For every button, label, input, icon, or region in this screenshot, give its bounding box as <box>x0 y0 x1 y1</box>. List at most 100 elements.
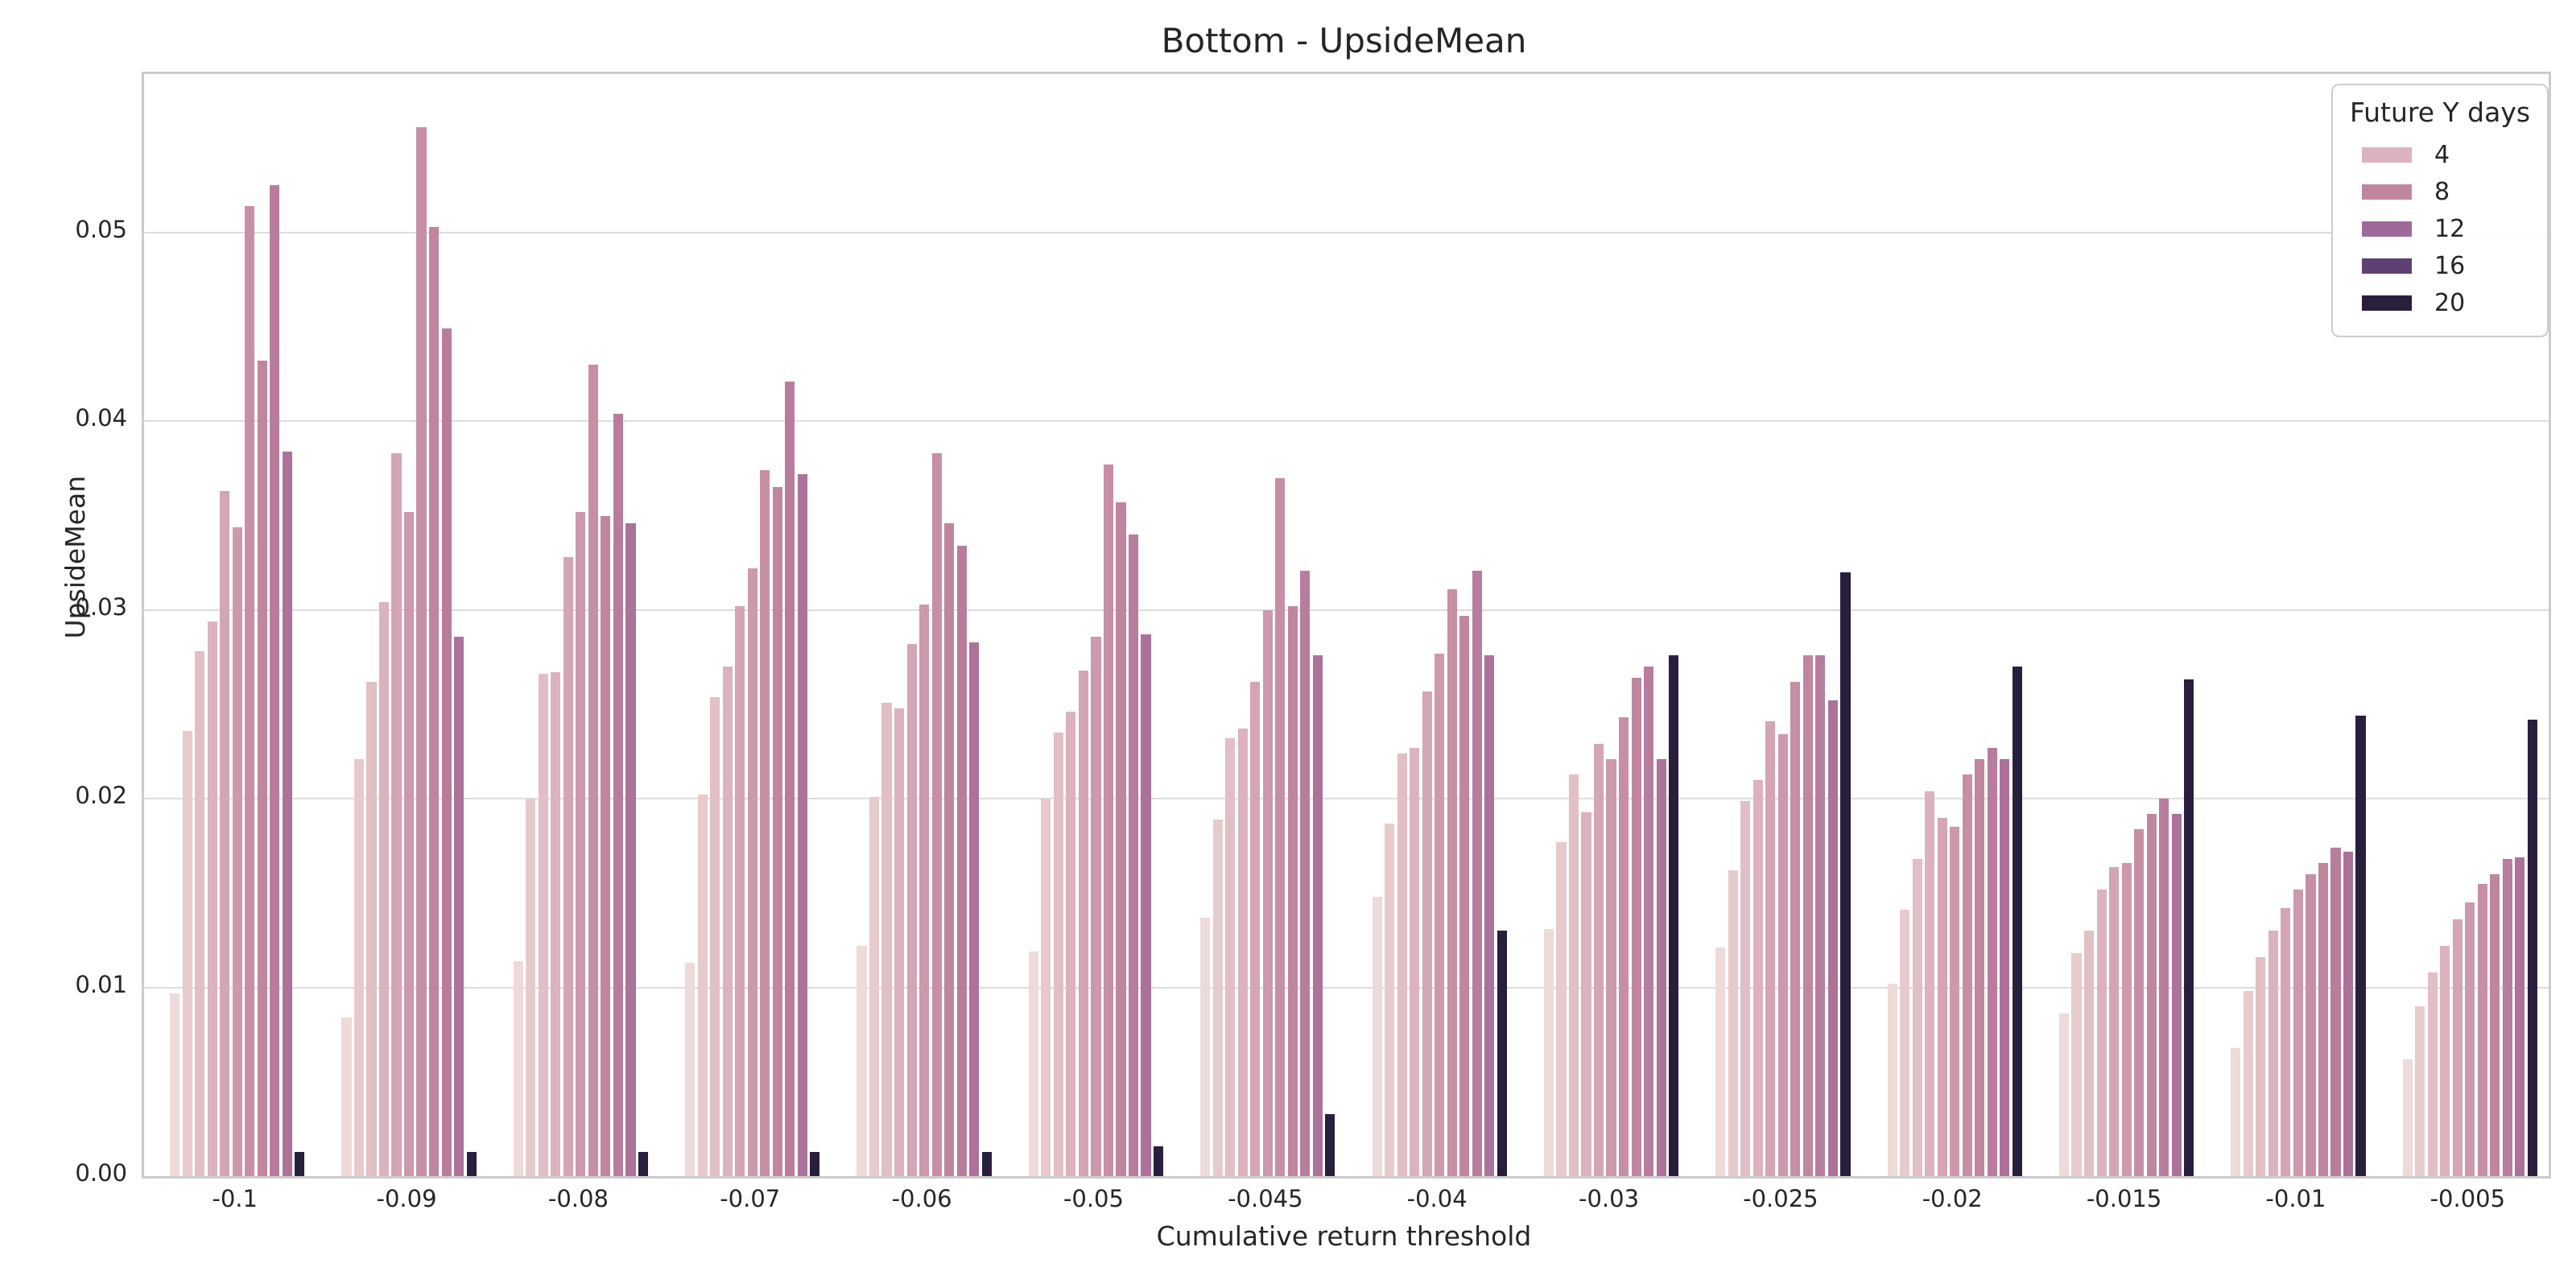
legend-row-4: 4 <box>2333 136 2547 173</box>
x-tick-label: -0.045 <box>1228 1185 1303 1212</box>
x-tick-label: -0.015 <box>2086 1185 2162 1212</box>
legend-row-20: 20 <box>2333 284 2547 321</box>
bar-days-7-x--0.07 <box>760 470 770 1176</box>
bar-days-3-x--0.015 <box>2083 931 2095 1176</box>
bar-days-8-x--0.03 <box>1631 678 1641 1176</box>
bar-days-1-x--0.015 <box>2058 1013 2070 1176</box>
bar-days-1-x--0.1 <box>170 993 180 1176</box>
bar-days-10-x--0.08 <box>625 522 636 1176</box>
bar-days-20-x--0.02 <box>2012 667 2022 1176</box>
bar-days-8-x--0.1 <box>257 361 267 1176</box>
bar-days-1-x--0.03 <box>1543 928 1554 1176</box>
x-tick-label: -0.05 <box>1063 1185 1124 1212</box>
bar-days-4-x--0.05 <box>1066 712 1076 1176</box>
bar-days-10-x--0.005 <box>2515 857 2525 1176</box>
bar-days-7-x--0.08 <box>588 365 598 1176</box>
bar-days-9-x--0.06 <box>956 546 967 1176</box>
x-tick-label: -0.08 <box>547 1185 609 1212</box>
bar-days-8-x--0.025 <box>1802 655 1813 1176</box>
legend-label: 8 <box>2434 177 2450 206</box>
bar-days-6-x--0.06 <box>919 604 930 1176</box>
bar-days-9-x--0.1 <box>270 185 280 1176</box>
y-tick-label: 0.00 <box>75 1159 127 1187</box>
bar-days-8-x--0.05 <box>1116 502 1126 1176</box>
bar-days-6-x--0.1 <box>232 526 242 1176</box>
legend-swatch-icon <box>2362 221 2412 237</box>
bar-days-2-x--0.01 <box>2243 991 2253 1176</box>
y-tick-label: 0.01 <box>75 970 127 998</box>
bar-days-5-x--0.01 <box>2281 908 2291 1176</box>
bar-days-10-x--0.1 <box>282 451 292 1176</box>
bar-days-6-x--0.03 <box>1606 758 1616 1176</box>
gridline-y-0.02 <box>144 798 2549 800</box>
y-tick-label: 0.03 <box>75 592 127 621</box>
bar-days-6-x--0.025 <box>1777 734 1788 1176</box>
bar-days-4-x--0.04 <box>1410 747 1420 1176</box>
bar-days-4-x--0.005 <box>2440 946 2450 1176</box>
bar-days-4-x--0.03 <box>1581 811 1591 1176</box>
bar-days-7-x--0.09 <box>416 126 427 1176</box>
bar-days-9-x--0.05 <box>1128 534 1139 1176</box>
x-tick-label: -0.025 <box>1743 1185 1818 1212</box>
bar-days-20-x--0.03 <box>1669 655 1679 1176</box>
bar-days-20-x--0.05 <box>1153 1146 1164 1176</box>
bar-days-4-x--0.09 <box>378 602 390 1176</box>
bar-days-5-x--0.015 <box>2109 866 2120 1176</box>
bar-days-8-x--0.02 <box>1975 758 1985 1176</box>
bar-days-6-x--0.01 <box>2293 889 2303 1176</box>
bar-days-3-x--0.025 <box>1740 800 1751 1176</box>
bar-days-5-x--0.005 <box>2452 919 2462 1176</box>
bar-days-20-x--0.09 <box>466 1151 477 1176</box>
y-axis-title: UpsideMean <box>59 475 91 639</box>
bar-days-8-x--0.045 <box>1287 606 1298 1176</box>
bar-days-2-x--0.1 <box>182 730 192 1176</box>
bar-days-10-x--0.025 <box>1827 700 1838 1176</box>
bar-days-5-x--0.025 <box>1765 721 1776 1176</box>
bar-days-2-x--0.08 <box>526 799 536 1176</box>
legend-label: 4 <box>2434 140 2450 169</box>
bar-days-5-x--0.045 <box>1250 681 1261 1176</box>
bar-days-9-x--0.08 <box>613 413 623 1176</box>
bar-days-10-x--0.07 <box>797 473 807 1176</box>
bar-days-2-x--0.05 <box>1041 799 1051 1176</box>
bar-days-9-x--0.02 <box>1987 747 1997 1176</box>
bar-days-9-x--0.015 <box>2159 799 2169 1176</box>
x-axis-title: Cumulative return threshold <box>1156 1220 1532 1252</box>
legend-swatch-icon <box>2362 184 2412 200</box>
bar-days-20-x--0.08 <box>638 1151 649 1176</box>
x-tick-label: -0.005 <box>2429 1185 2506 1212</box>
x-tick-label: -0.06 <box>891 1185 952 1212</box>
bar-days-4-x--0.045 <box>1237 729 1248 1176</box>
plot-area <box>142 72 2551 1179</box>
bar-days-3-x--0.045 <box>1225 738 1236 1176</box>
bar-days-5-x--0.06 <box>906 643 917 1176</box>
bar-days-4-x--0.07 <box>722 667 733 1176</box>
legend-swatch-icon <box>2362 147 2412 163</box>
bar-days-4-x--0.08 <box>551 672 561 1176</box>
bar-days-4-x--0.025 <box>1752 779 1763 1176</box>
bar-days-1-x--0.06 <box>857 946 867 1176</box>
y-tick-label: 0.05 <box>75 215 127 243</box>
bar-days-10-x--0.03 <box>1656 758 1666 1176</box>
bar-days-1-x--0.08 <box>513 960 523 1176</box>
bar-days-6-x--0.045 <box>1262 609 1273 1176</box>
bar-days-5-x--0.05 <box>1078 670 1088 1176</box>
bar-days-9-x--0.01 <box>2330 848 2341 1176</box>
bar-days-3-x--0.05 <box>1053 733 1063 1176</box>
bar-days-8-x--0.04 <box>1459 615 1470 1176</box>
x-tick-label: -0.01 <box>2265 1185 2326 1212</box>
legend: Future Y days 4 8 12 16 20 <box>2331 84 2549 337</box>
bar-days-5-x--0.1 <box>220 491 230 1176</box>
bar-days-4-x--0.1 <box>207 621 217 1176</box>
bar-days-10-x--0.09 <box>454 636 464 1176</box>
bar-days-20-x--0.01 <box>2355 716 2366 1176</box>
bar-days-3-x--0.005 <box>2427 972 2438 1176</box>
bar-days-1-x--0.02 <box>1887 983 1897 1176</box>
legend-swatch-icon <box>2362 295 2412 311</box>
bar-days-20-x--0.06 <box>981 1151 992 1176</box>
bar-days-9-x--0.09 <box>441 328 452 1176</box>
bar-days-9-x--0.07 <box>785 382 795 1176</box>
bar-days-20-x--0.005 <box>2527 719 2537 1176</box>
legend-row-16: 16 <box>2333 247 2547 284</box>
